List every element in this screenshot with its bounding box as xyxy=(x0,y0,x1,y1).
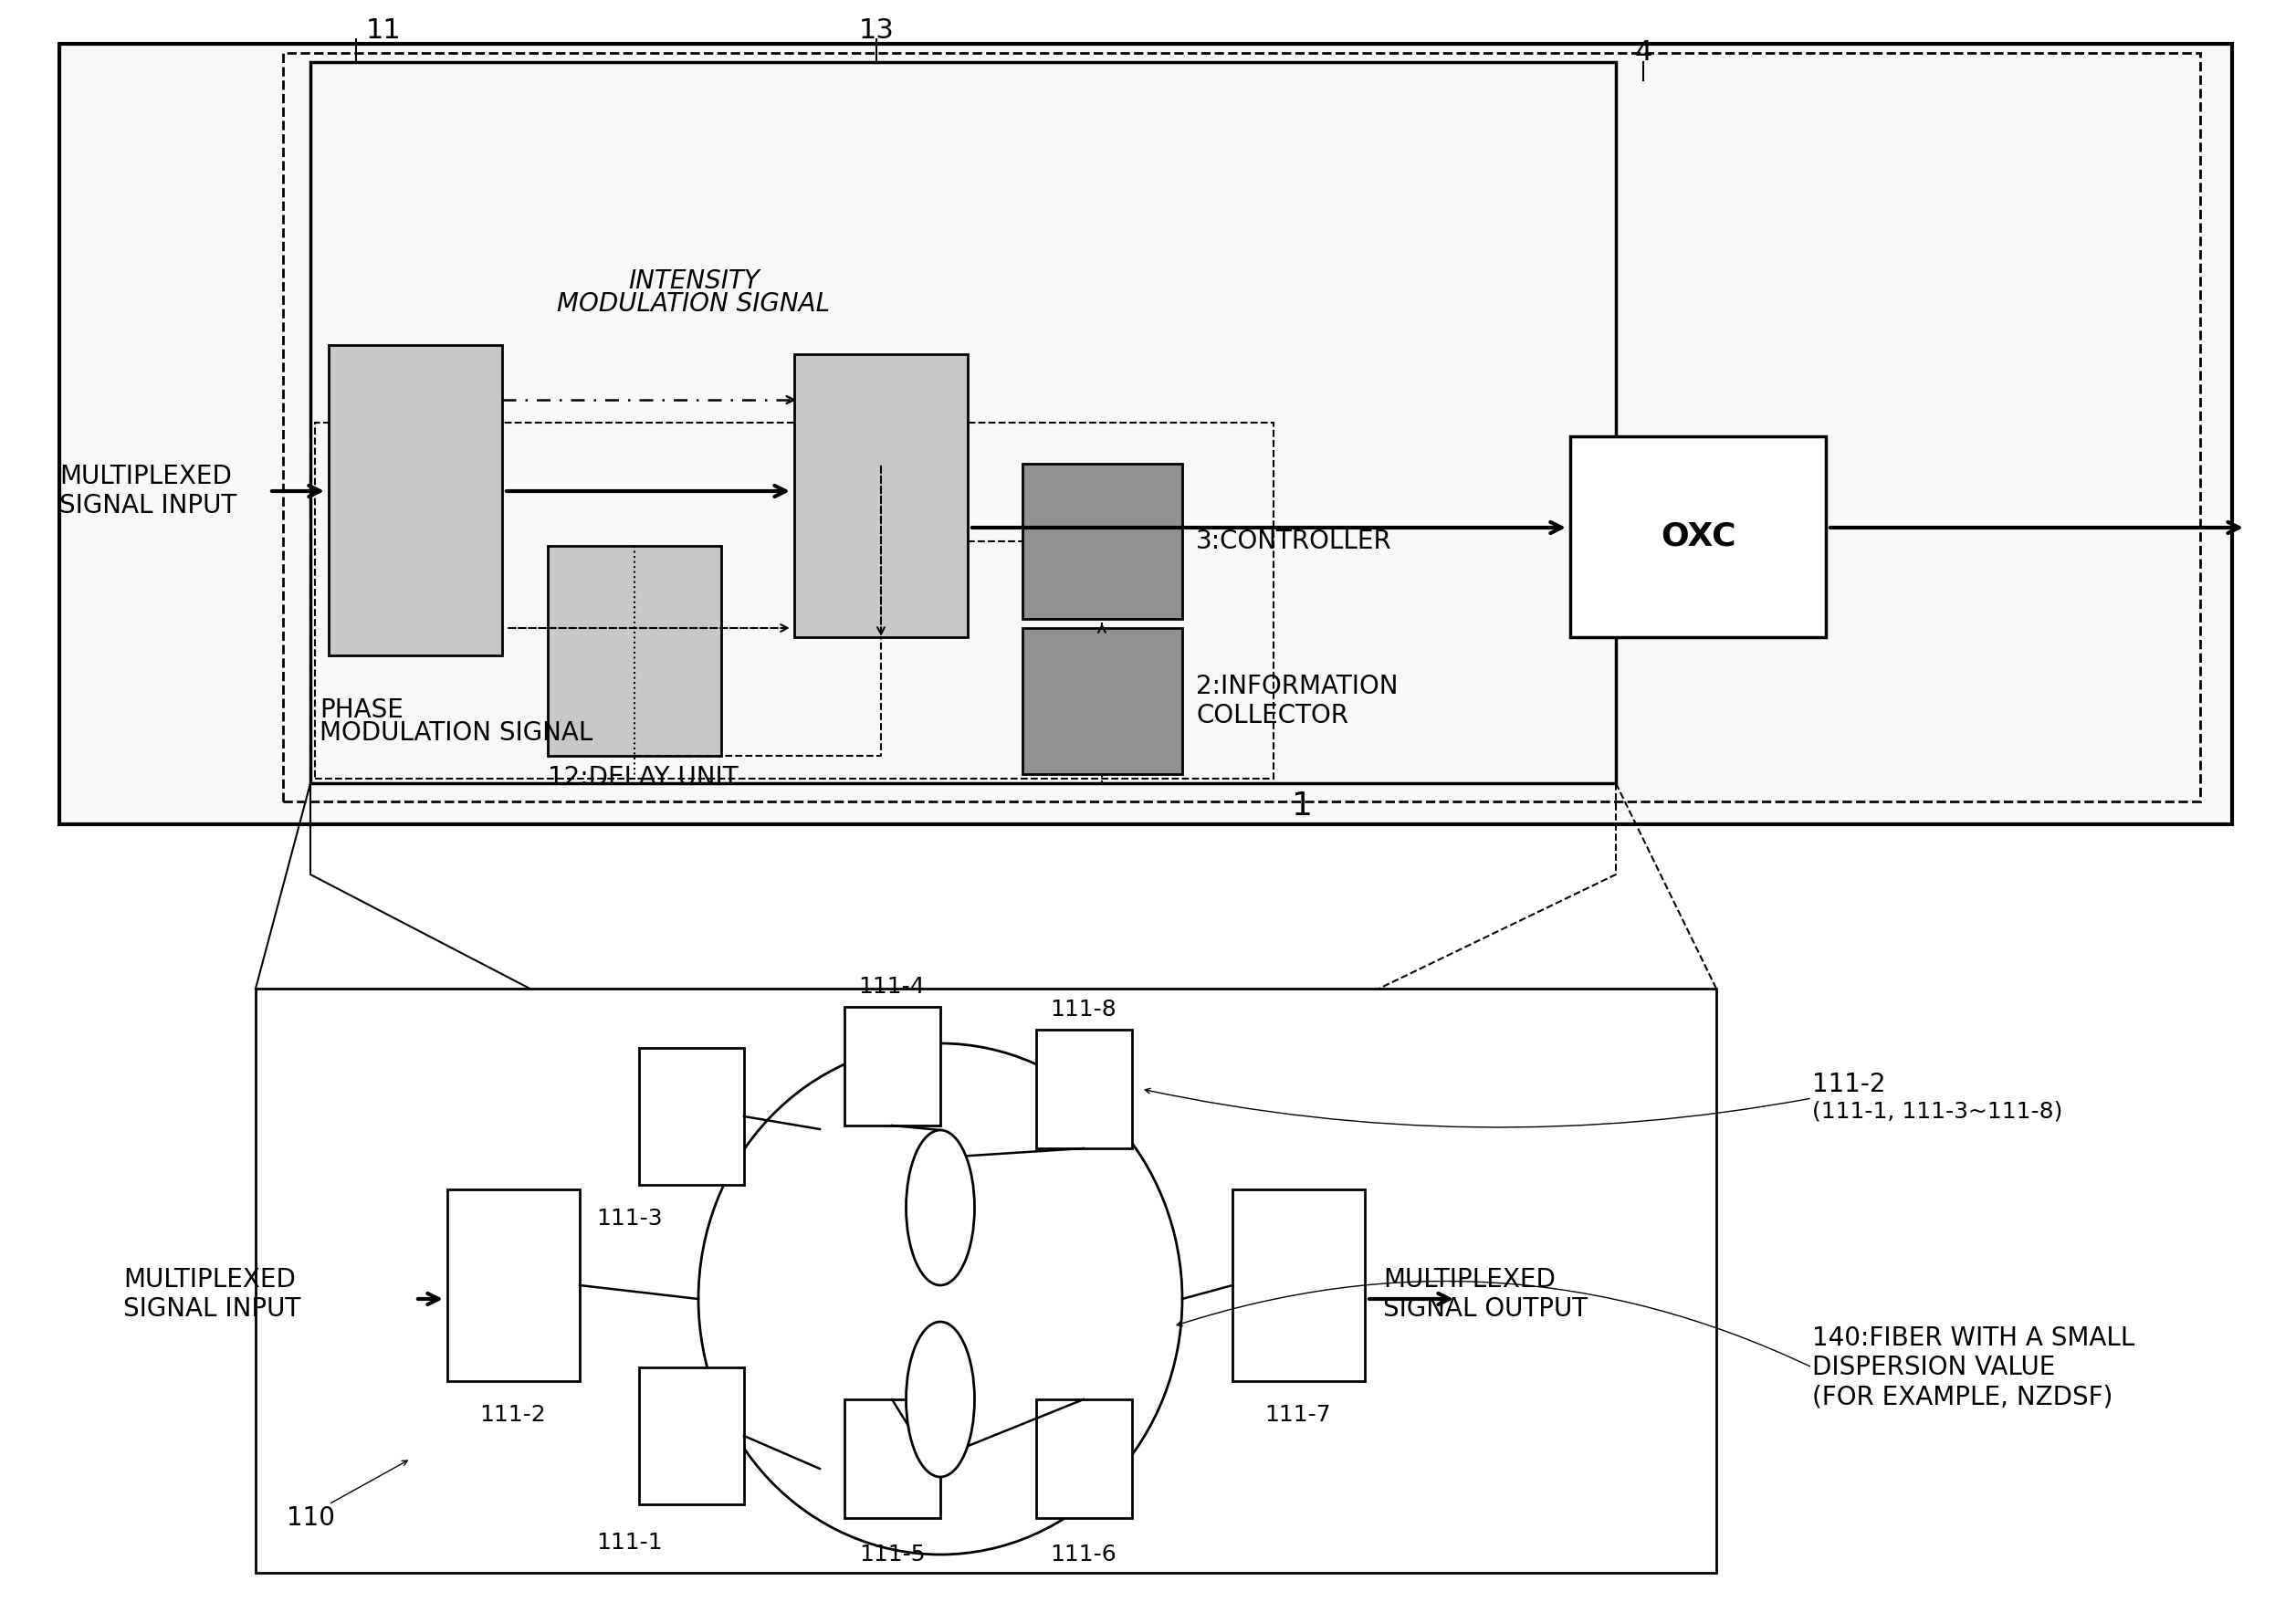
Bar xyxy=(310,62,1616,784)
Ellipse shape xyxy=(907,1130,974,1285)
Text: 11: 11 xyxy=(365,16,402,44)
Bar xyxy=(60,44,2232,824)
Bar xyxy=(1233,1190,1364,1381)
Text: 111-7: 111-7 xyxy=(1265,1404,1332,1427)
Ellipse shape xyxy=(907,1321,974,1477)
Text: MULTIPLEXED
SIGNAL INPUT: MULTIPLEXED SIGNAL INPUT xyxy=(124,1268,301,1323)
Text: 111-8: 111-8 xyxy=(1052,998,1116,1021)
Text: 111-4: 111-4 xyxy=(859,975,925,998)
Bar xyxy=(1035,1029,1132,1149)
Text: 140:FIBER WITH A SMALL
DISPERSION VALUE
(FOR EXAMPLE, NZDSF): 140:FIBER WITH A SMALL DISPERSION VALUE … xyxy=(1812,1324,2135,1410)
Text: 111-2: 111-2 xyxy=(1812,1071,1885,1097)
Bar xyxy=(1570,437,1825,638)
Bar xyxy=(328,346,503,656)
Bar xyxy=(845,1399,941,1518)
Bar xyxy=(1022,464,1182,618)
Text: MODULATION SIGNAL: MODULATION SIGNAL xyxy=(558,291,831,316)
Text: 111-1: 111-1 xyxy=(597,1532,664,1553)
Text: 12:DELAY UNIT: 12:DELAY UNIT xyxy=(549,764,739,790)
Text: (111-1, 111-3~111-8): (111-1, 111-3~111-8) xyxy=(1812,1100,2062,1123)
Text: 4: 4 xyxy=(1635,39,1653,67)
Text: 3:CONTROLLER: 3:CONTROLLER xyxy=(1196,529,1391,553)
Bar xyxy=(255,988,1717,1573)
Bar xyxy=(549,545,721,756)
Bar xyxy=(315,422,1274,779)
Bar xyxy=(845,1006,941,1125)
Text: 111-6: 111-6 xyxy=(1052,1543,1116,1566)
Text: 1: 1 xyxy=(1293,790,1313,821)
Text: MULTIPLEXED
SIGNAL OUTPUT: MULTIPLEXED SIGNAL OUTPUT xyxy=(1382,1268,1589,1323)
Bar xyxy=(638,1368,744,1505)
Bar xyxy=(282,54,2200,802)
Bar xyxy=(794,354,967,638)
Bar xyxy=(638,1048,744,1185)
Text: MULTIPLEXED
SIGNAL INPUT: MULTIPLEXED SIGNAL INPUT xyxy=(60,464,236,519)
Text: PHASE: PHASE xyxy=(319,698,404,722)
Text: INTENSITY: INTENSITY xyxy=(629,268,760,294)
Text: 111-3: 111-3 xyxy=(597,1208,664,1230)
Text: OXC: OXC xyxy=(1660,521,1736,552)
Text: 13: 13 xyxy=(859,16,893,44)
Text: MODULATION SIGNAL: MODULATION SIGNAL xyxy=(319,721,592,747)
Text: 111-5: 111-5 xyxy=(859,1543,925,1566)
Bar xyxy=(1022,628,1182,774)
Bar xyxy=(448,1190,579,1381)
Text: 111-2: 111-2 xyxy=(480,1404,546,1427)
Bar xyxy=(1035,1399,1132,1518)
Text: 2:INFORMATION
COLLECTOR: 2:INFORMATION COLLECTOR xyxy=(1196,674,1398,729)
Text: 110: 110 xyxy=(287,1505,335,1530)
